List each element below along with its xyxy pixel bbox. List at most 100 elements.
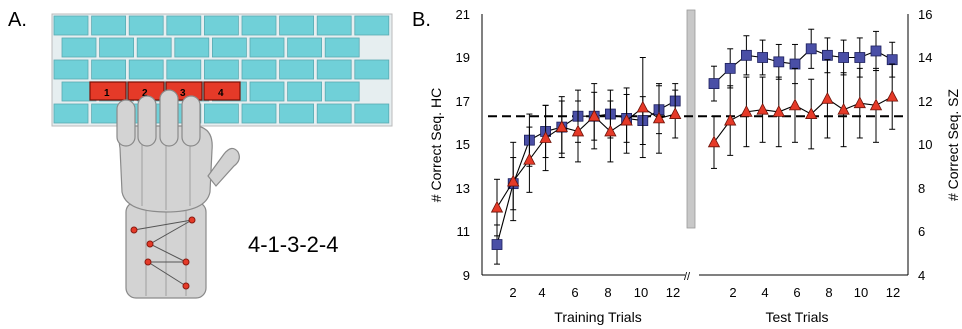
thumb — [207, 147, 240, 187]
keyboard-key — [53, 59, 89, 80]
right-axis-title: # Correct Seq. SZ — [945, 89, 961, 201]
keyboard-key — [279, 103, 315, 124]
sz-point — [636, 100, 649, 113]
keyboard-key — [128, 59, 164, 80]
test-tick-12: 12 — [886, 285, 900, 300]
keyboard-key — [91, 15, 126, 36]
sz-point — [669, 107, 682, 119]
keyboard-grid — [51, 13, 393, 127]
sz-point — [837, 102, 850, 115]
finger-middle — [159, 89, 179, 147]
test-tick-4: 4 — [761, 285, 768, 300]
key-label-1: 1 — [104, 88, 110, 99]
panel-b-label: B. — [412, 9, 431, 31]
right-tick-8: 8 — [918, 181, 925, 196]
sequence-node — [130, 226, 138, 234]
chart-frame: // — [481, 9, 909, 283]
sz-point — [756, 102, 769, 115]
axis-break-gap — [685, 268, 699, 282]
keyboard-key — [241, 103, 277, 124]
sz-point — [869, 98, 883, 111]
sequence-text: 4-1-3-2-4 — [248, 232, 338, 257]
sequence-node — [146, 240, 154, 248]
test-tick-6: 6 — [793, 285, 800, 300]
test-x-ticks: 2 4 6 8 10 12 — [729, 285, 900, 300]
panel-a-label: A. — [8, 9, 27, 31]
target-key-4 — [203, 81, 241, 101]
hc-point — [724, 62, 736, 74]
keyboard-key — [241, 59, 277, 80]
training-sz-series — [490, 57, 682, 237]
keyboard-key — [279, 59, 315, 80]
sz-point — [707, 135, 721, 148]
keyboard-key — [53, 15, 89, 36]
keyboard-key — [316, 15, 352, 36]
training-x-ticks: 2 4 6 8 10 12 — [509, 285, 680, 300]
training-tick-12: 12 — [666, 285, 680, 300]
keyboard-key — [287, 81, 323, 102]
hc-point — [741, 49, 752, 61]
series-line — [496, 100, 676, 245]
right-tick-10: 10 — [918, 137, 932, 152]
sz-point — [740, 105, 753, 117]
hc-point — [757, 52, 768, 63]
sz-point — [788, 98, 802, 111]
chart-series — [490, 28, 899, 265]
right-tick-14: 14 — [918, 50, 932, 65]
keyboard-key — [174, 37, 210, 58]
test-hc-series — [708, 28, 898, 102]
hc-point — [870, 45, 882, 57]
target-keys: 1 2 3 4 — [89, 81, 241, 101]
keyboard-key — [203, 103, 239, 124]
hc-point — [805, 43, 817, 55]
hc-point — [886, 54, 898, 66]
left-tick-19: 19 — [456, 50, 470, 65]
left-y-ticks: 21 19 17 15 13 11 9 — [456, 7, 470, 283]
sz-point — [620, 113, 633, 126]
right-y-ticks: 16 14 12 10 8 6 4 — [918, 7, 932, 283]
test-sz-series — [707, 59, 899, 169]
key-label-2: 2 — [142, 88, 148, 99]
key-label-4: 4 — [218, 88, 224, 99]
hc-point — [708, 78, 720, 89]
test-tick-10: 10 — [854, 285, 868, 300]
sz-point — [724, 113, 737, 126]
test-axis-title: Test Trials — [765, 309, 828, 325]
keyboard-key — [203, 15, 239, 36]
keyboard-key — [166, 59, 202, 80]
keyboard-key — [249, 81, 285, 102]
sequence-node — [144, 258, 152, 266]
right-tick-12: 12 — [918, 94, 932, 109]
keyboard-key — [249, 37, 285, 58]
training-tick-10: 10 — [634, 285, 648, 300]
keyboard-key — [53, 103, 89, 124]
keyboard-key — [316, 59, 352, 80]
left-tick-17: 17 — [456, 94, 470, 109]
sequence-node — [182, 282, 190, 290]
sequence-node — [182, 258, 190, 266]
keyboard-key — [287, 37, 323, 58]
keyboard-key — [203, 59, 239, 80]
training-hc-series — [491, 83, 681, 265]
left-axis-title: # Correct Seq. HC — [428, 88, 444, 202]
sz-point — [772, 105, 785, 117]
keyboard-key — [241, 15, 277, 36]
keyboard-key — [61, 37, 97, 58]
hc-point — [838, 52, 849, 63]
series-line — [713, 48, 893, 85]
right-tick-16: 16 — [918, 7, 932, 22]
target-key-1 — [89, 81, 127, 101]
keyboard-key — [166, 15, 202, 36]
keyboard-key — [324, 37, 360, 58]
finger-ring — [137, 95, 157, 147]
sz-point — [588, 109, 601, 122]
hc-point — [773, 56, 785, 68]
test-tick-2: 2 — [729, 285, 736, 300]
sz-point — [555, 120, 568, 133]
training-axis-title: Training Trials — [554, 309, 641, 325]
keyboard-key — [354, 15, 390, 36]
series-line — [496, 106, 676, 208]
keyboard-key — [211, 37, 247, 58]
finger-index — [181, 95, 201, 147]
left-tick-15: 15 — [456, 137, 470, 152]
